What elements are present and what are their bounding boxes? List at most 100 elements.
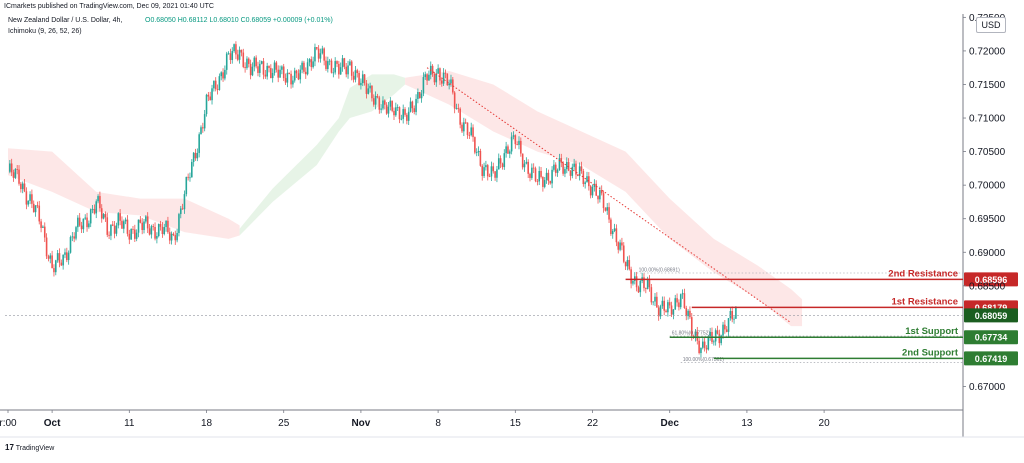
candle-body: [137, 219, 140, 233]
candle-body: [400, 118, 403, 120]
currency-button[interactable]: USD: [976, 17, 1006, 33]
candle-body: [251, 66, 254, 76]
candle-body: [246, 58, 248, 68]
tradingview-footer[interactable]: 17 TradingView: [5, 443, 54, 452]
candle-body: [135, 232, 138, 239]
candle-body: [617, 242, 620, 250]
candle-body: [569, 170, 572, 176]
candle-body: [244, 66, 246, 68]
candle-body: [42, 226, 44, 228]
candle-body: [679, 294, 682, 308]
candle-body: [350, 61, 353, 76]
price-axis-tick: 0.71000: [969, 114, 1006, 125]
candle-body: [689, 310, 691, 318]
candle-body: [31, 194, 33, 204]
candle-body: [477, 150, 480, 153]
candle-body: [604, 208, 607, 211]
candle-body: [102, 214, 105, 219]
candle-body: [705, 347, 708, 350]
candle-body: [512, 135, 515, 137]
time-axis-tick: Nov: [351, 418, 370, 429]
candle-body: [113, 225, 116, 234]
candle-body: [494, 171, 496, 178]
trendline-dotted[interactable]: [426, 67, 792, 324]
candle-body: [415, 98, 417, 113]
support-price-tag: [964, 351, 1018, 366]
candle-body: [488, 176, 491, 178]
candle-body: [332, 72, 335, 74]
candle-body: [672, 309, 675, 315]
candle-body: [115, 225, 118, 234]
candle-body: [702, 341, 704, 348]
candle-body: [475, 152, 478, 153]
candle-body: [47, 256, 50, 259]
candle-body: [435, 73, 438, 83]
candle-body: [384, 100, 386, 105]
candle-body: [174, 235, 177, 241]
resistance-price-tag: [964, 272, 1018, 287]
candle-body: [516, 144, 518, 145]
candle-body: [562, 162, 564, 174]
candle-body: [341, 58, 344, 68]
candle-body: [255, 57, 257, 67]
candle-body: [314, 47, 316, 62]
candle-body: [578, 166, 581, 176]
candle-body: [404, 109, 406, 115]
candle-body: [648, 279, 651, 288]
candle-body: [678, 302, 680, 308]
candle-body: [518, 140, 520, 145]
candle-body: [139, 219, 142, 223]
candle-body: [238, 49, 241, 60]
candle-body: [53, 268, 55, 273]
candle-body: [126, 219, 129, 234]
candle-body: [551, 169, 553, 184]
candle-body: [213, 80, 215, 89]
candle-body: [40, 221, 42, 228]
candle-body: [317, 48, 320, 59]
support-price-tag-label: 0.67419: [975, 354, 1008, 364]
candle-body: [304, 71, 307, 75]
candle-body: [100, 208, 103, 219]
tradingview-logo-icon: 17: [5, 443, 14, 452]
candle-body: [339, 67, 342, 75]
indicator-label[interactable]: Ichimoku (9, 26, 52, 26): [8, 28, 82, 35]
time-axis-tick: r:00: [0, 418, 17, 429]
candle-body: [531, 167, 533, 178]
candle-body: [179, 208, 182, 215]
candle-body: [668, 302, 671, 306]
candle-body: [718, 333, 721, 344]
candle-body: [382, 100, 384, 109]
candle-body: [597, 195, 599, 200]
resistance-level-name: 1st Resistance: [891, 296, 958, 307]
candle-body: [25, 191, 28, 205]
candle-body: [259, 63, 261, 73]
candle-body: [667, 302, 669, 313]
candle-body: [534, 168, 537, 182]
candle-body: [27, 200, 30, 205]
publisher-line: ICmarkets published on TradingView.com, …: [4, 3, 214, 10]
candle-body: [178, 214, 180, 233]
candle-body: [483, 167, 485, 176]
candle-body: [580, 166, 583, 172]
candle-body: [121, 220, 123, 229]
candle-body: [277, 69, 279, 78]
candle-body: [567, 161, 570, 171]
candle-body: [134, 229, 136, 239]
candle-body: [571, 166, 574, 176]
candle-body: [713, 341, 715, 343]
candle-body: [60, 262, 63, 266]
candle-body: [496, 169, 498, 178]
candle-body: [450, 79, 452, 84]
candle-body: [347, 65, 349, 75]
candle-body: [418, 91, 421, 99]
candle-body: [729, 311, 732, 319]
candle-body: [428, 74, 430, 81]
candle-body: [167, 220, 169, 233]
candle-body: [497, 158, 500, 170]
candle-body: [310, 59, 313, 68]
candle-body: [409, 101, 412, 112]
candle-body: [224, 69, 226, 79]
candle-body: [499, 158, 502, 164]
